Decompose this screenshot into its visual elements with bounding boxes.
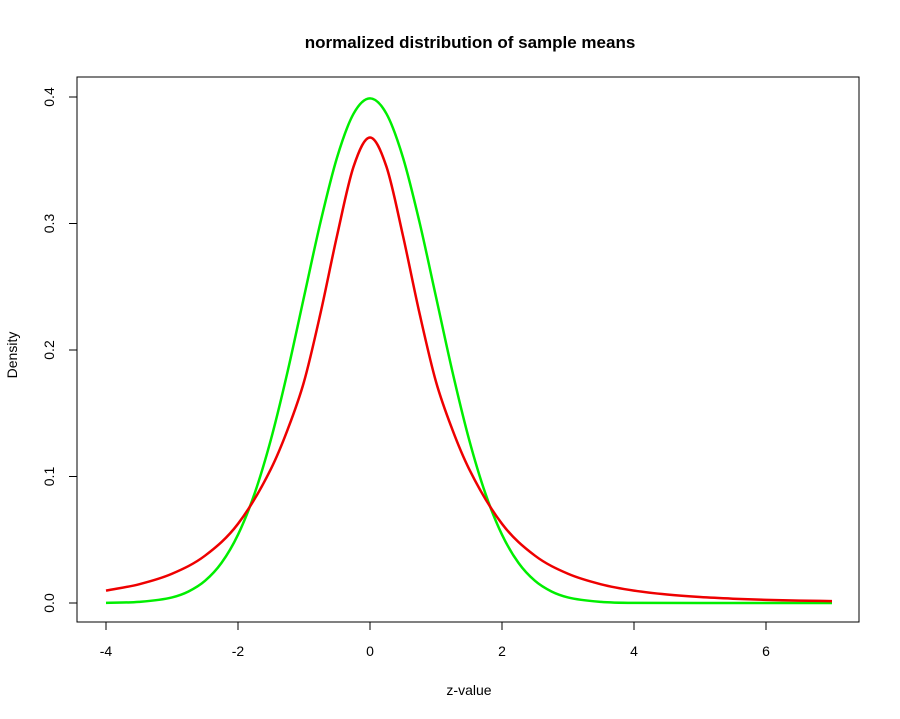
x-tick-label: 6 bbox=[762, 643, 770, 659]
x-tick-label: 0 bbox=[366, 643, 374, 659]
x-tick-label: 4 bbox=[630, 643, 638, 659]
y-tick-label: 0.4 bbox=[41, 87, 57, 107]
y-tick-label: 0.2 bbox=[41, 340, 57, 360]
x-axis-label: z-value bbox=[446, 682, 491, 698]
y-tick-label: 0.3 bbox=[41, 214, 57, 234]
series-layer bbox=[105, 97, 833, 605]
x-tick-label: -2 bbox=[232, 643, 245, 659]
series-line-1 bbox=[105, 97, 832, 605]
y-axis: 0.0 0.1 0.2 0.3 0.4 bbox=[41, 87, 78, 613]
plot-frame bbox=[76, 76, 860, 623]
x-tick-label: -4 bbox=[100, 643, 113, 659]
y-tick-label: 0.1 bbox=[41, 467, 57, 487]
x-tick-label: 2 bbox=[498, 643, 506, 659]
series-line-2 bbox=[105, 136, 833, 603]
y-tick-label: 0.0 bbox=[41, 593, 57, 613]
x-axis: -4 -2 0 2 4 6 bbox=[100, 621, 770, 659]
y-axis-label: Density bbox=[4, 332, 20, 379]
chart-title: normalized distribution of sample means bbox=[305, 33, 636, 52]
